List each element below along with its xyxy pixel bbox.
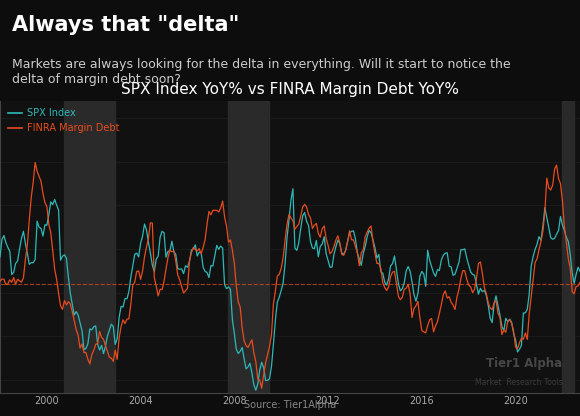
Text: Market  Research Tools: Market Research Tools [475, 378, 563, 387]
Text: Source: Tier1Alpha: Source: Tier1Alpha [244, 400, 336, 410]
SPX Index [555, 228, 562, 233]
Text: Always that "delta": Always that "delta" [12, 15, 239, 35]
Title: SPX Index YoY% vs FINRA Margin Debt YoY%: SPX Index YoY% vs FINRA Margin Debt YoY% [121, 82, 459, 97]
SPX Index [178, 266, 185, 271]
Line: SPX Index: SPX Index [0, 189, 580, 390]
FINRA Margin Debt [32, 160, 39, 165]
Line: FINRA Margin Debt: FINRA Margin Debt [0, 163, 580, 388]
Text: Markets are always looking for the delta in everything. Will it start to notice : Markets are always looking for the delta… [12, 58, 510, 87]
Bar [563, 101, 574, 393]
FINRA Margin Debt [205, 209, 212, 214]
Legend: SPX Index, FINRA Margin Debt: SPX Index, FINRA Margin Debt [5, 105, 122, 136]
Bar [64, 101, 115, 393]
FINRA Margin Debt [0, 279, 3, 284]
SPX Index [176, 267, 183, 272]
SPX Index [289, 186, 296, 191]
SPX Index [204, 270, 211, 275]
FINRA Margin Debt [319, 226, 326, 231]
FINRA Margin Debt [178, 284, 185, 289]
SPX Index [319, 242, 326, 247]
Text: Tier1 Alpha: Tier1 Alpha [487, 357, 563, 370]
SPX Index [577, 269, 580, 274]
Bar [229, 101, 270, 393]
SPX Index [252, 388, 259, 393]
FINRA Margin Debt [555, 176, 562, 181]
FINRA Margin Debt [577, 280, 580, 285]
SPX Index [0, 255, 3, 260]
FINRA Margin Debt [258, 386, 265, 391]
FINRA Margin Debt [530, 277, 536, 282]
SPX Index [530, 254, 536, 259]
FINRA Margin Debt [180, 290, 187, 295]
